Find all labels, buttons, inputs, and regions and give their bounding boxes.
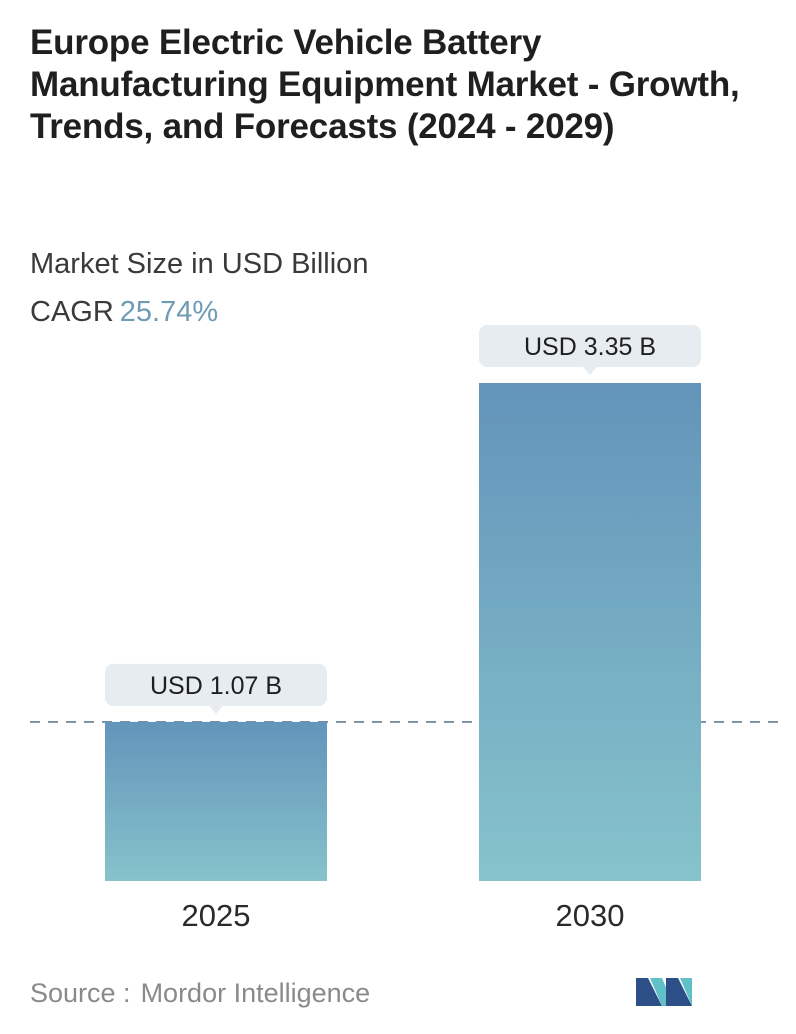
value-label-pointer (209, 705, 223, 714)
value-label-pointer (583, 367, 597, 375)
source-value: Mordor Intelligence (140, 978, 371, 1008)
bar-2030 (479, 383, 701, 881)
chart-title: Europe Electric Vehicle Battery Manufact… (30, 23, 740, 146)
cagr-label: CAGR (30, 296, 114, 328)
chart-subtitle: Market Size in USD Billion (30, 248, 369, 280)
data-label-2025: USD 1.07 B (150, 672, 282, 700)
cagr-value: 25.74% (119, 296, 219, 328)
source-line: Source : Mordor Intelligence (30, 978, 370, 1009)
value-label-bubble (479, 325, 701, 367)
cagr-line: CAGR 25.74% (30, 296, 218, 329)
x-tick-label-2030: 2030 (556, 898, 625, 933)
value-label-bubble (105, 663, 327, 706)
source-label: Source : (30, 978, 131, 1008)
x-tick-label-2025: 2025 (182, 898, 251, 933)
data-label-2030: USD 3.35 B (524, 333, 656, 361)
bar-2025 (105, 721, 327, 881)
mordor-logo-icon (636, 978, 692, 1006)
